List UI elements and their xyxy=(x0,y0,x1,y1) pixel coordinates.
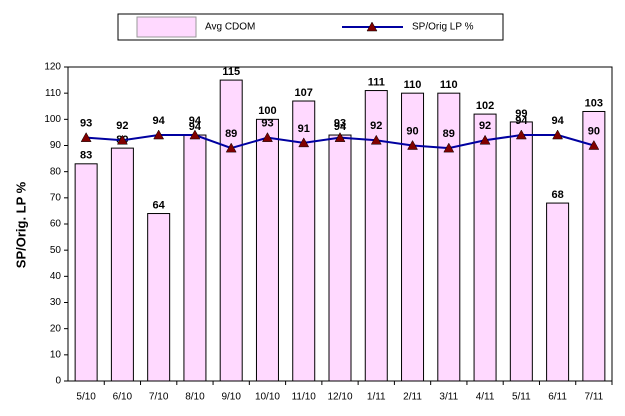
bar-label: 64 xyxy=(153,199,166,211)
y-tick-label: 30 xyxy=(50,297,62,308)
line-label: 94 xyxy=(153,115,166,127)
x-tick-label: 8/10 xyxy=(185,392,205,403)
bar xyxy=(473,113,497,382)
marker xyxy=(552,129,564,140)
line-label: 94 xyxy=(551,115,564,127)
marker xyxy=(443,142,455,153)
marker xyxy=(370,134,382,145)
bar xyxy=(328,134,352,382)
bar xyxy=(219,79,243,382)
bar-label: 100 xyxy=(258,105,276,117)
bar-label: 102 xyxy=(476,100,494,112)
bar-label: 115 xyxy=(222,66,240,78)
y-tick-label: 10 xyxy=(50,349,62,360)
y-tick-label: 40 xyxy=(50,271,62,282)
marker xyxy=(153,129,165,140)
bar-label: 68 xyxy=(551,189,563,201)
marker xyxy=(588,139,600,150)
marker xyxy=(189,129,201,140)
x-tick-label: 5/10 xyxy=(76,392,96,403)
bar-label: 107 xyxy=(295,87,313,99)
y-tick-label: 110 xyxy=(45,88,61,99)
line-label: 92 xyxy=(479,120,491,132)
marker xyxy=(225,142,237,153)
x-tick-label: 1/11 xyxy=(367,392,386,403)
bar xyxy=(255,118,279,382)
line-label: 90 xyxy=(588,125,600,137)
legend-label: SP/Orig LP % xyxy=(412,22,474,33)
bar xyxy=(546,202,570,382)
bar-label: 94 xyxy=(189,121,202,133)
y-tick-label: 90 xyxy=(50,140,62,151)
x-tick-label: 9/10 xyxy=(221,392,241,403)
line-label: 92 xyxy=(370,120,382,132)
y-tick-label: 100 xyxy=(44,114,61,125)
y-tick-label: 20 xyxy=(50,323,62,334)
y-tick-label: 80 xyxy=(50,166,62,177)
bar-label: 94 xyxy=(334,121,347,133)
legend-label: Avg CDOM xyxy=(205,22,255,33)
line-label: 90 xyxy=(406,125,418,137)
bar-label: 103 xyxy=(585,97,603,109)
x-tick-label: 3/11 xyxy=(439,392,458,403)
bar-label: 110 xyxy=(440,79,458,91)
bar xyxy=(110,147,134,382)
line-label: 94 xyxy=(189,115,202,127)
marker xyxy=(262,132,273,142)
x-tick-label: 7/11 xyxy=(584,392,603,403)
bar xyxy=(292,100,316,382)
x-tick-label: 7/10 xyxy=(149,392,169,403)
marker xyxy=(116,134,128,145)
line-label: 91 xyxy=(298,123,310,135)
marker xyxy=(479,134,491,145)
line-label: 94 xyxy=(515,115,528,127)
y-tick-label: 50 xyxy=(50,245,62,256)
line-label: 93 xyxy=(80,118,92,130)
legend-swatch xyxy=(136,16,197,38)
y-tick-label: 60 xyxy=(50,219,62,230)
bar-label: 99 xyxy=(515,108,527,120)
x-tick-label: 2/11 xyxy=(403,392,422,403)
y-tick-label: 120 xyxy=(44,62,61,73)
bar xyxy=(74,163,98,382)
bar xyxy=(364,90,388,382)
marker xyxy=(515,129,527,140)
bar xyxy=(509,121,533,382)
x-tick-label: 12/10 xyxy=(327,392,352,403)
line-label: 92 xyxy=(116,120,128,132)
bar-label: 111 xyxy=(368,76,385,88)
line-label: 93 xyxy=(261,118,273,130)
bar xyxy=(183,134,207,382)
x-tick-label: 11/10 xyxy=(292,392,317,403)
y-axis-label: SP/Orig. LP % xyxy=(13,181,28,268)
y-tick-label: 0 xyxy=(55,376,61,387)
bar xyxy=(147,213,171,382)
legend-marker xyxy=(366,21,378,32)
bar-label: 110 xyxy=(404,79,422,91)
y-tick-label: 70 xyxy=(50,192,62,203)
x-tick-label: 10/10 xyxy=(255,392,280,403)
marker xyxy=(407,139,418,150)
x-tick-label: 5/11 xyxy=(512,392,531,403)
marker xyxy=(298,137,310,148)
line-label: 93 xyxy=(334,118,346,130)
bar-label: 83 xyxy=(80,150,92,162)
bar xyxy=(401,92,425,382)
marker xyxy=(80,132,92,142)
line-label: 89 xyxy=(225,128,237,140)
x-tick-label: 6/10 xyxy=(113,392,133,403)
line-label: 89 xyxy=(443,128,455,140)
x-tick-label: 4/11 xyxy=(476,392,495,403)
x-tick-label: 6/11 xyxy=(548,392,567,403)
bar xyxy=(437,92,461,382)
bar xyxy=(582,110,606,382)
marker xyxy=(334,132,346,142)
